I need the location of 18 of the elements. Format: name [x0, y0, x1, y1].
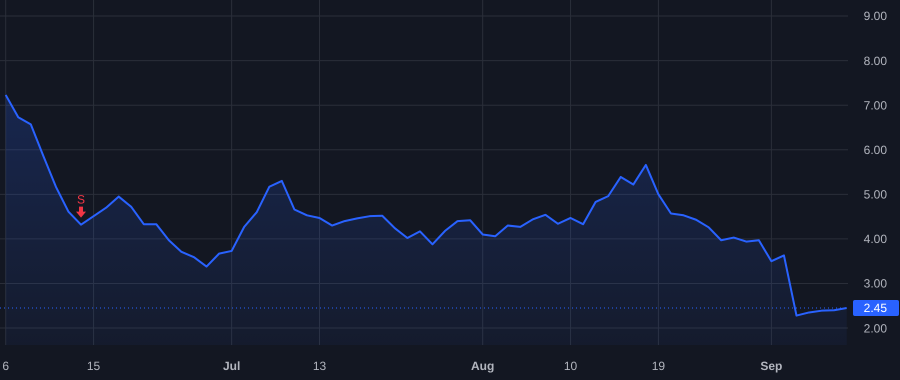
x-tick-label: Jul [222, 359, 240, 374]
x-tick-label: 15 [86, 359, 101, 374]
annotation: S [77, 192, 86, 207]
x-tick-label: 6 [2, 359, 10, 374]
ref-line-label: 2.45 [864, 301, 888, 316]
y-tick-label: 9.00 [864, 9, 888, 24]
x-tick-label: 10 [564, 359, 578, 374]
y-tick-label: 4.00 [864, 232, 888, 246]
x-tick-label: Aug [471, 359, 494, 374]
y-tick-label: 5.00 [864, 188, 888, 202]
x-tick-label: Sep [760, 359, 782, 374]
y-tick-label: 2.00 [864, 321, 888, 336]
y-tick-label: 7.00 [864, 98, 888, 112]
x-tick-label: 13 [312, 359, 326, 374]
y-tick-label: 3.00 [864, 276, 888, 291]
y-tick-label: 8.00 [864, 54, 888, 68]
x-tick-label: 19 [652, 359, 666, 374]
y-tick-label: 6.00 [864, 142, 888, 157]
